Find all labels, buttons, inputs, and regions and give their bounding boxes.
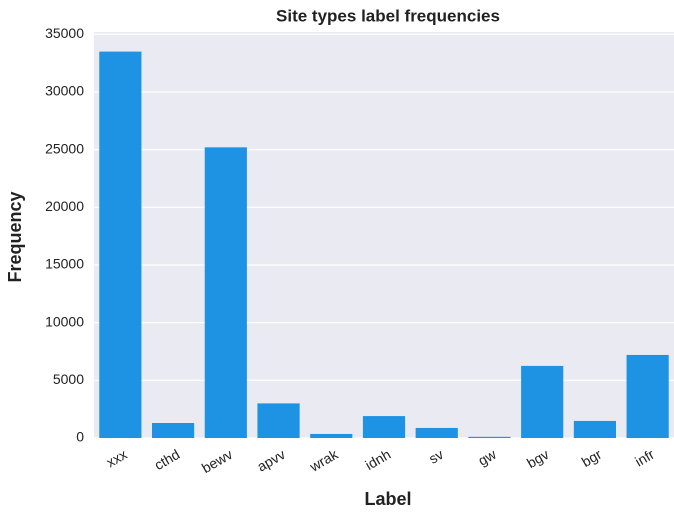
x-tick-label: cthd: [152, 446, 183, 473]
bar: [468, 436, 511, 438]
x-tick-label: bgr: [579, 446, 605, 470]
y-tick-label: 10000: [45, 313, 84, 329]
bar: [99, 51, 142, 438]
bar: [573, 420, 616, 438]
bar: [626, 354, 669, 438]
x-tick-label: xxx: [104, 446, 130, 470]
bar: [204, 147, 247, 438]
x-tick-label: idnh: [362, 446, 393, 473]
x-tick-label: infr: [632, 446, 657, 470]
bar: [152, 423, 195, 438]
y-tick-label: 15000: [45, 256, 84, 272]
x-tick-label: apvv: [254, 446, 288, 475]
bar: [521, 365, 564, 438]
y-tick-label: 35000: [45, 25, 84, 41]
bar: [362, 416, 406, 438]
y-tick-label: 0: [76, 429, 84, 445]
chart-title: Site types label frequencies: [276, 6, 500, 25]
x-tick-label: wrak: [306, 445, 341, 475]
x-tick-label: bgv: [524, 446, 552, 471]
bar: [310, 433, 353, 438]
x-tick-label: gw: [475, 446, 499, 469]
bar: [257, 403, 300, 438]
bar: [415, 427, 458, 438]
y-tick-label: 25000: [45, 140, 84, 156]
x-tick-label: bewv: [199, 446, 235, 476]
y-axis-label: Frequency: [5, 191, 25, 282]
y-tick-label: 20000: [45, 198, 84, 214]
x-tick-label: sv: [426, 446, 446, 467]
y-tick-label: 30000: [45, 83, 84, 99]
plot-area: [94, 32, 674, 438]
x-axis-label: Label: [364, 489, 411, 509]
y-tick-label: 5000: [53, 371, 84, 387]
